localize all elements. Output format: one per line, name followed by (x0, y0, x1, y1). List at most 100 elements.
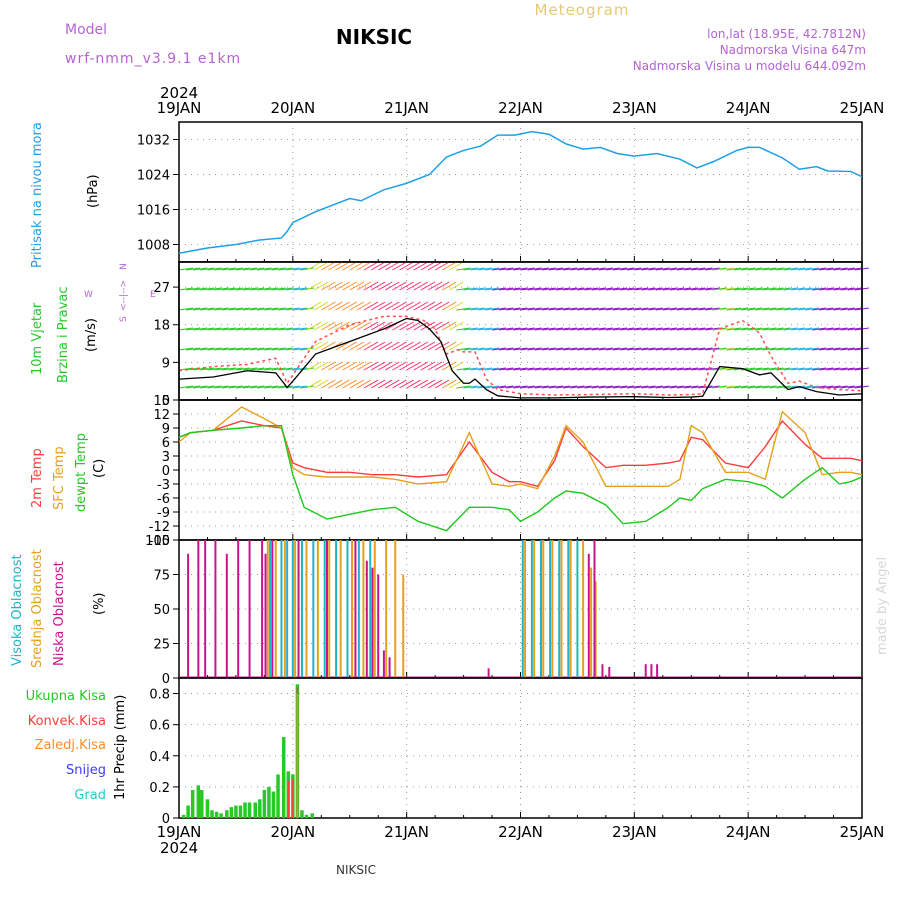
wind-barb (278, 347, 293, 351)
wind-barb (406, 361, 421, 371)
wind-barb (477, 367, 492, 371)
wind-barb (826, 367, 841, 371)
wind-barb (748, 367, 763, 371)
wind-barb (513, 307, 528, 311)
wind-barb (577, 307, 592, 311)
y-tick-label: 100 (145, 534, 170, 549)
wind-barb (556, 267, 571, 271)
time-tick-label: 25JAN (840, 99, 885, 117)
wind-barb (499, 307, 514, 311)
wind-barb (349, 361, 364, 371)
wind-barb (712, 385, 727, 389)
wind-barb (321, 301, 336, 311)
wind-barb (292, 347, 307, 351)
wind-barb (620, 307, 635, 311)
precip-bar (292, 779, 294, 818)
precip-bar (219, 813, 223, 818)
wind-barb (228, 347, 243, 351)
wind-barb (684, 327, 699, 331)
wind-barb (221, 327, 236, 331)
wind-barbs (178, 261, 869, 389)
wind-barb (762, 267, 777, 271)
wind-barb (620, 327, 635, 331)
wind-barb (491, 327, 507, 331)
wind-barb (313, 341, 329, 351)
wind-barb (228, 327, 243, 331)
wind-barb (570, 347, 585, 351)
wind-barb (641, 287, 656, 291)
elevation-label: Nadmorska Visina 647m (720, 43, 866, 57)
wind-barb (484, 347, 499, 351)
wind-barb (783, 307, 798, 311)
wind-barb (783, 327, 798, 331)
y-tick-label: 0 (162, 812, 170, 827)
wind-barb (434, 321, 450, 331)
wind-barb (584, 267, 599, 271)
y-tick-label: 9 (162, 422, 170, 437)
panel-frame (178, 121, 863, 263)
wind-barb (235, 367, 250, 371)
wind-barb (299, 385, 315, 389)
wind-barb (292, 267, 307, 271)
wind-barb (691, 347, 706, 351)
temp-line-sfc (178, 406, 863, 490)
wind-barb (264, 385, 279, 389)
wind-barb (406, 301, 421, 311)
wind-barb (790, 327, 805, 331)
wind-barb (726, 327, 741, 331)
wind-barb (477, 347, 492, 351)
precip-bar (229, 807, 234, 818)
precip-bar (267, 786, 271, 818)
wind-barb (214, 327, 229, 331)
time-tick-label: 25JAN (840, 823, 885, 841)
wind-barb (513, 287, 528, 291)
wind-barb (520, 347, 535, 351)
wind-barb (520, 385, 535, 389)
wind-barb (200, 385, 215, 389)
wind-barb (527, 267, 542, 271)
wind-barb (605, 367, 620, 371)
wind-barb (805, 367, 820, 371)
precip-bar (310, 813, 314, 818)
wind-speed-line (178, 317, 863, 399)
gust-line (178, 315, 863, 396)
wind-barb (427, 361, 443, 371)
wind-barb (684, 347, 699, 351)
wind-barb (847, 367, 862, 371)
wind-barb (385, 281, 400, 291)
wind-barb (264, 367, 279, 371)
wind-barb (328, 361, 343, 371)
wind-barb (178, 267, 194, 271)
wind-barb (790, 367, 805, 371)
wind-barb (805, 307, 820, 311)
model-name: wrf-nmm_v3.9.1 e1km (65, 51, 241, 67)
wind-barb (278, 287, 293, 291)
wind-barb (434, 379, 450, 389)
wind-barb (627, 307, 642, 311)
model-elevation-label: Nadmorska Visina u modelu 644.092m (633, 59, 866, 73)
wind-barb (705, 267, 720, 271)
wind-barb (506, 267, 521, 271)
wind-barb (570, 385, 585, 389)
wind-barb (477, 307, 492, 311)
wind-barb (356, 321, 372, 331)
y-tick-label: 25 (153, 638, 170, 653)
wind-barb (292, 327, 307, 331)
top-time-ticks: 19JAN 20JAN 21JAN 22JAN 23JAN 24JAN 25JAN (157, 99, 885, 117)
wind-barb (235, 307, 250, 311)
time-tick-label: 19JAN (157, 99, 202, 117)
wind-barb (691, 307, 706, 311)
wind-barb (499, 287, 514, 291)
wind-barb (186, 327, 201, 331)
y-tick-label: 3 (162, 450, 170, 465)
wind-barb (399, 321, 414, 331)
wind-barb (399, 341, 414, 351)
wind-barb (826, 287, 841, 291)
time-tick-label: 20JAN (270, 823, 315, 841)
wind-barb (563, 307, 578, 311)
wind-barb (370, 301, 386, 311)
wind-barb (491, 347, 507, 351)
wind-barb (420, 261, 436, 271)
wind-barb (676, 287, 692, 291)
wind-barb (740, 385, 756, 389)
